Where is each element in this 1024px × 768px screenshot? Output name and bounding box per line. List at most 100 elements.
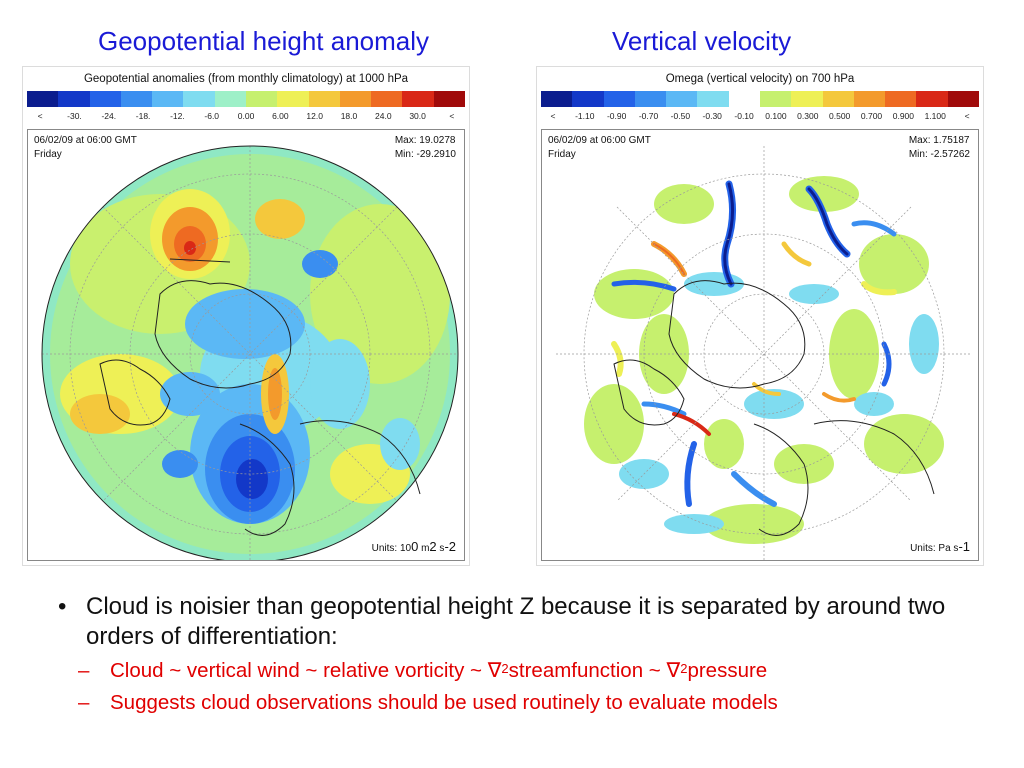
colorbar-tick-label: -0.70 — [638, 111, 659, 121]
colorbar-tick-label: 0.900 — [892, 111, 915, 121]
heading-vertical-velocity: Vertical velocity — [612, 26, 792, 56]
colorbar-swatch — [666, 91, 698, 107]
colorbar-tick-label: -24. — [101, 111, 117, 121]
timestamp: 06/02/09 at 06:00 GMT Friday — [548, 134, 651, 162]
units-text: Units: 10 — [371, 543, 412, 554]
colorbar-swatch — [433, 91, 465, 107]
max-label: Max: 1.75187 — [908, 135, 970, 146]
polar-map-geopotential — [41, 145, 459, 560]
plot-title: Geopotential anomalies (from monthly cli… — [83, 73, 409, 85]
colorbar-tick-label: 0.300 — [797, 111, 819, 121]
dash-marker: – — [78, 691, 90, 714]
colorbar-swatch — [634, 91, 667, 107]
colorbar-swatch — [791, 91, 823, 107]
colorbar-tick-label: < — [550, 111, 556, 121]
colorbar-tick-label: 0.500 — [829, 111, 851, 121]
units-label: Units: 100 m2 s-2 — [371, 539, 456, 556]
units-exponent: 2 — [429, 539, 437, 554]
colorbar-swatch — [245, 91, 278, 107]
colorbar-tick-label: -18. — [135, 111, 151, 121]
colorbar-swatch — [402, 91, 434, 107]
units-label: Units: Pa s-1 — [910, 539, 970, 556]
day-label: Friday — [548, 149, 576, 160]
units-text: s — [436, 543, 445, 554]
nabla-symbol: ∇ — [487, 659, 502, 682]
colorbar-swatch — [89, 91, 121, 107]
dash-marker: – — [78, 659, 90, 682]
sub-bullet-text: Suggests cloud observations should be us… — [110, 691, 778, 714]
colorbar-swatch — [120, 91, 153, 107]
bullet-marker: • — [58, 593, 67, 620]
range-stats: Max: 19.0278 Min: -29.2910 — [395, 134, 456, 162]
colorbar-tick-label: -6.0 — [204, 111, 220, 121]
colorbar-ticks: < -1.10 -0.90 -0.70 -0.50 -0.30 -0.10 0.100 0.30… — [537, 111, 983, 125]
units-exponent: -1 — [958, 539, 970, 554]
colorbar-tick-label: -1.10 — [575, 111, 595, 121]
exponent: 2 — [501, 661, 509, 676]
colorbar-tick-label: 1.100 — [924, 111, 946, 121]
colorbar-tick-label: 0.100 — [765, 111, 787, 121]
colorbar-tick-label: -0.90 — [606, 111, 627, 121]
date-label: 06/02/09 at 06:00 GMT — [34, 135, 137, 146]
date-label: 06/02/09 at 06:00 GMT — [548, 135, 651, 146]
sub-bullet-text: pressure — [687, 659, 768, 682]
vertical-velocity-figure: Omega (vertical velocity) on 700 hPa < -1… — [536, 66, 984, 566]
colorbar-tick-label: -30. — [67, 111, 82, 121]
bullet-main: • Cloud is noisier than geopotential hei… — [58, 592, 998, 652]
bullet-main-text: Cloud is noisier than geopotential heigh… — [86, 593, 946, 650]
min-label: Min: -2.57262 — [908, 149, 970, 160]
range-stats: Max: 1.75187 Min: -2.57262 — [909, 134, 970, 162]
colorbar-tick-label: -12. — [170, 111, 185, 121]
colorbar-swatch — [371, 91, 403, 107]
geopotential-figure: Geopotential anomalies (from monthly cli… — [22, 66, 470, 566]
sub-bullet-2: – Suggests cloud observations should be … — [58, 690, 998, 716]
colorbar-ticks: < -30. -24. -18. -12. -6.0 0.00 6.00 12.0 18.0 24.… — [23, 111, 469, 125]
units-exponent: 0 — [411, 539, 419, 554]
colorbar-swatch — [58, 91, 90, 107]
map-frame: 06/02/09 at 06:00 GMT Friday Max: 1.7518… — [541, 129, 979, 561]
colorbar-tick-label: -0.10 — [734, 111, 754, 121]
colorbar-swatch — [183, 91, 215, 107]
colorbar-tick-label: 30.0 — [409, 111, 426, 121]
colorbar-swatch — [759, 91, 792, 107]
sub-bullet-1: – Cloud ~ vertical wind ~ relative vorti… — [58, 658, 998, 684]
colorbar — [541, 91, 979, 107]
colorbar-swatch — [728, 91, 760, 107]
colorbar — [27, 91, 465, 107]
colorbar-swatch — [603, 91, 635, 107]
colorbar-tick-label: < — [449, 111, 455, 121]
plot-title: Omega (vertical velocity) on 700 hPa — [665, 73, 855, 85]
colorbar-tick-label: 18.0 — [340, 111, 358, 121]
units-text: Units: Pa s — [910, 543, 959, 554]
day-label: Friday — [34, 149, 62, 160]
colorbar-swatch — [853, 91, 886, 107]
colorbar-swatch — [572, 91, 604, 107]
colorbar-tick-label: 6.00 — [272, 111, 289, 121]
colorbar-tick-label: 0.700 — [860, 111, 883, 121]
colorbar-swatch — [27, 91, 59, 107]
colorbar-swatch — [277, 91, 309, 107]
colorbar-swatch — [339, 91, 372, 107]
min-label: Min: -29.2910 — [394, 149, 456, 160]
colorbar-swatch — [214, 91, 246, 107]
units-text: m — [418, 543, 430, 554]
colorbar-swatch — [885, 91, 917, 107]
colorbar-tick-label: 12.0 — [306, 111, 323, 121]
colorbar-tick-label: -0.50 — [670, 111, 691, 121]
map-frame: 06/02/09 at 06:00 GMT Friday Max: 19.027… — [27, 129, 465, 561]
bullet-list: • Cloud is noisier than geopotential hei… — [58, 592, 998, 716]
colorbar-tick-label: 0.00 — [237, 111, 255, 121]
units-exponent: -2 — [444, 539, 456, 554]
sub-bullet-text: streamfunction ~ — [508, 659, 667, 682]
colorbar-swatch — [822, 91, 854, 107]
exponent: 2 — [680, 661, 688, 676]
colorbar-swatch — [697, 91, 729, 107]
colorbar-tick-label: -0.30 — [702, 111, 722, 121]
colorbar-swatch — [152, 91, 184, 107]
heading-geopotential: Geopotential height anomaly — [98, 26, 430, 56]
colorbar-swatch — [916, 91, 948, 107]
max-label: Max: 19.0278 — [394, 135, 456, 146]
colorbar-tick-label: 24.0 — [375, 111, 392, 121]
colorbar-swatch — [947, 91, 979, 107]
timestamp: 06/02/09 at 06:00 GMT Friday — [34, 134, 137, 162]
